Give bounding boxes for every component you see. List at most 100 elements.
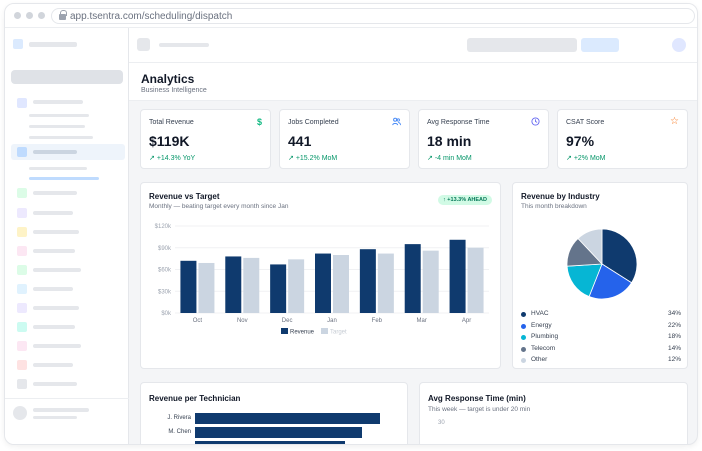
sidebar-item-icon: [17, 147, 27, 157]
x-tick-label: Feb: [372, 318, 383, 324]
bar-target-dec[interactable]: [288, 259, 305, 313]
sidebar-item[interactable]: [33, 287, 73, 291]
y-tick-label: $120k: [155, 224, 172, 230]
sidebar-item[interactable]: [33, 211, 73, 215]
x-tick-label: Mar: [417, 318, 427, 324]
chart-subtitle: This week — target is under 20 min: [428, 406, 531, 413]
legend-label: Revenue: [290, 330, 315, 336]
x-tick-label: Oct: [193, 318, 203, 324]
bar-target-nov[interactable]: [243, 257, 260, 313]
x-tick-label: Jan: [327, 318, 337, 324]
topbar-action-button[interactable]: [581, 38, 619, 52]
legend-value: 12%: [667, 356, 681, 363]
bar-target-oct[interactable]: [198, 262, 215, 313]
legend-label: Target: [330, 330, 347, 336]
browser-chrome: app.tsentra.com/scheduling/dispatch: [5, 4, 697, 28]
sidebar-item[interactable]: [33, 306, 79, 310]
x-tick-label: Dec: [282, 318, 293, 324]
kpi-value: 441: [288, 133, 312, 149]
bar-target-feb[interactable]: [377, 253, 394, 313]
bar-revenue-oct[interactable]: [180, 260, 197, 313]
bar-revenue-nov[interactable]: [225, 256, 242, 313]
pie-slice-other[interactable]: [577, 228, 603, 266]
technician-bar[interactable]: [195, 413, 380, 424]
sidebar-subitem[interactable]: [29, 136, 93, 139]
technician-label: M. Chen: [168, 429, 191, 435]
bar-target-apr[interactable]: [467, 247, 484, 313]
sidebar-item[interactable]: [33, 191, 77, 195]
sidebar-item-icon: [17, 322, 27, 332]
sidebar-item[interactable]: [33, 363, 73, 367]
legend-label: HVAC: [531, 310, 549, 317]
clock-icon: [531, 117, 540, 128]
sidebar-item[interactable]: [33, 325, 75, 329]
top-bar: [129, 28, 697, 63]
y-tick-label: 30: [438, 420, 445, 426]
pie-slice-plumbing[interactable]: [566, 263, 603, 298]
legend-label: Telecom: [531, 344, 556, 352]
bar-target-mar[interactable]: [422, 250, 439, 313]
kpi-label: Total Revenue: [149, 119, 194, 126]
logo-placeholder: [29, 42, 77, 47]
bar-target-jan[interactable]: [333, 255, 349, 313]
sidebar-item[interactable]: [33, 382, 77, 386]
sidebar-item[interactable]: [33, 344, 81, 348]
sidebar-item-icon: [17, 265, 27, 275]
sidebar: [5, 28, 129, 444]
sidebar-item[interactable]: [33, 230, 79, 234]
sidebar-item-icon: [17, 208, 27, 218]
chart-subtitle: Monthly — beating target every month sin…: [149, 203, 289, 210]
kpi-delta: ↗ +14.3% YoY: [149, 155, 196, 162]
sidebar-item-icon: [17, 379, 27, 389]
user-role-placeholder: [33, 416, 77, 419]
topbar-search-input[interactable]: [467, 38, 577, 52]
window-dot[interactable]: [26, 12, 33, 19]
legend-dot: [521, 335, 526, 340]
kpi-delta: ↗ +15.2% MoM: [288, 155, 338, 162]
sidebar-subitem[interactable]: [29, 125, 85, 128]
y-tick-label: $90k: [158, 246, 172, 252]
user-avatar[interactable]: [672, 38, 686, 52]
bar-revenue-apr[interactable]: [449, 239, 466, 313]
sidebar-item[interactable]: [33, 100, 83, 104]
y-tick-label: $60k: [158, 268, 172, 274]
bar-revenue-dec[interactable]: [270, 264, 287, 313]
bar-revenue-mar[interactable]: [404, 244, 421, 313]
window-dot[interactable]: [38, 12, 45, 19]
pie-slice-energy[interactable]: [588, 263, 633, 300]
sidebar-item[interactable]: [33, 268, 81, 272]
sidebar-item-icon: [17, 360, 27, 370]
technician-bar[interactable]: [195, 427, 362, 438]
address-bar[interactable]: app.tsentra.com/scheduling/dispatch: [51, 8, 695, 24]
legend-label: Plumbing: [531, 333, 559, 340]
x-tick-label: Nov: [237, 318, 248, 324]
kpi-label: CSAT Score: [566, 119, 605, 126]
page-subtitle: Business Intelligence: [141, 87, 207, 94]
logo: [13, 39, 23, 49]
avatar[interactable]: [13, 406, 27, 420]
sidebar-item-icon: [17, 303, 27, 313]
technician-bar-partial[interactable]: [195, 441, 345, 444]
kpi-value: 97%: [566, 133, 595, 149]
sidebar-item-label: [33, 150, 77, 154]
legend-swatch: [321, 328, 328, 334]
sidebar-subitem-active[interactable]: [29, 177, 99, 180]
trend-up-icon: ↗: [427, 155, 435, 162]
sidebar-item[interactable]: [33, 249, 75, 253]
sidebar-subitem[interactable]: [29, 114, 89, 117]
revenue-bar-chart: $0k $30k $60k $90k $120k Oct Nov Dec Jan Feb Mar Ap…: [155, 224, 489, 336]
legend-value: 34%: [667, 310, 681, 317]
bar-revenue-feb[interactable]: [359, 249, 376, 313]
menu-toggle-button[interactable]: [137, 38, 150, 51]
chart-title: Avg Response Time (min): [428, 394, 526, 403]
sidebar-subitem[interactable]: [29, 167, 87, 170]
sidebar-item-icon: [17, 246, 27, 256]
revenue-by-industry-card: Revenue by Industry This month breakdown…: [512, 182, 688, 369]
sidebar-search-input[interactable]: [11, 70, 123, 84]
chart-title: Revenue vs Target: [149, 192, 220, 201]
legend-item-other: Other 12%: [521, 356, 681, 366]
sidebar-item-active[interactable]: [11, 144, 125, 160]
window-dot[interactable]: [14, 12, 21, 19]
bar-revenue-jan[interactable]: [315, 253, 331, 313]
user-name-placeholder: [33, 408, 89, 412]
